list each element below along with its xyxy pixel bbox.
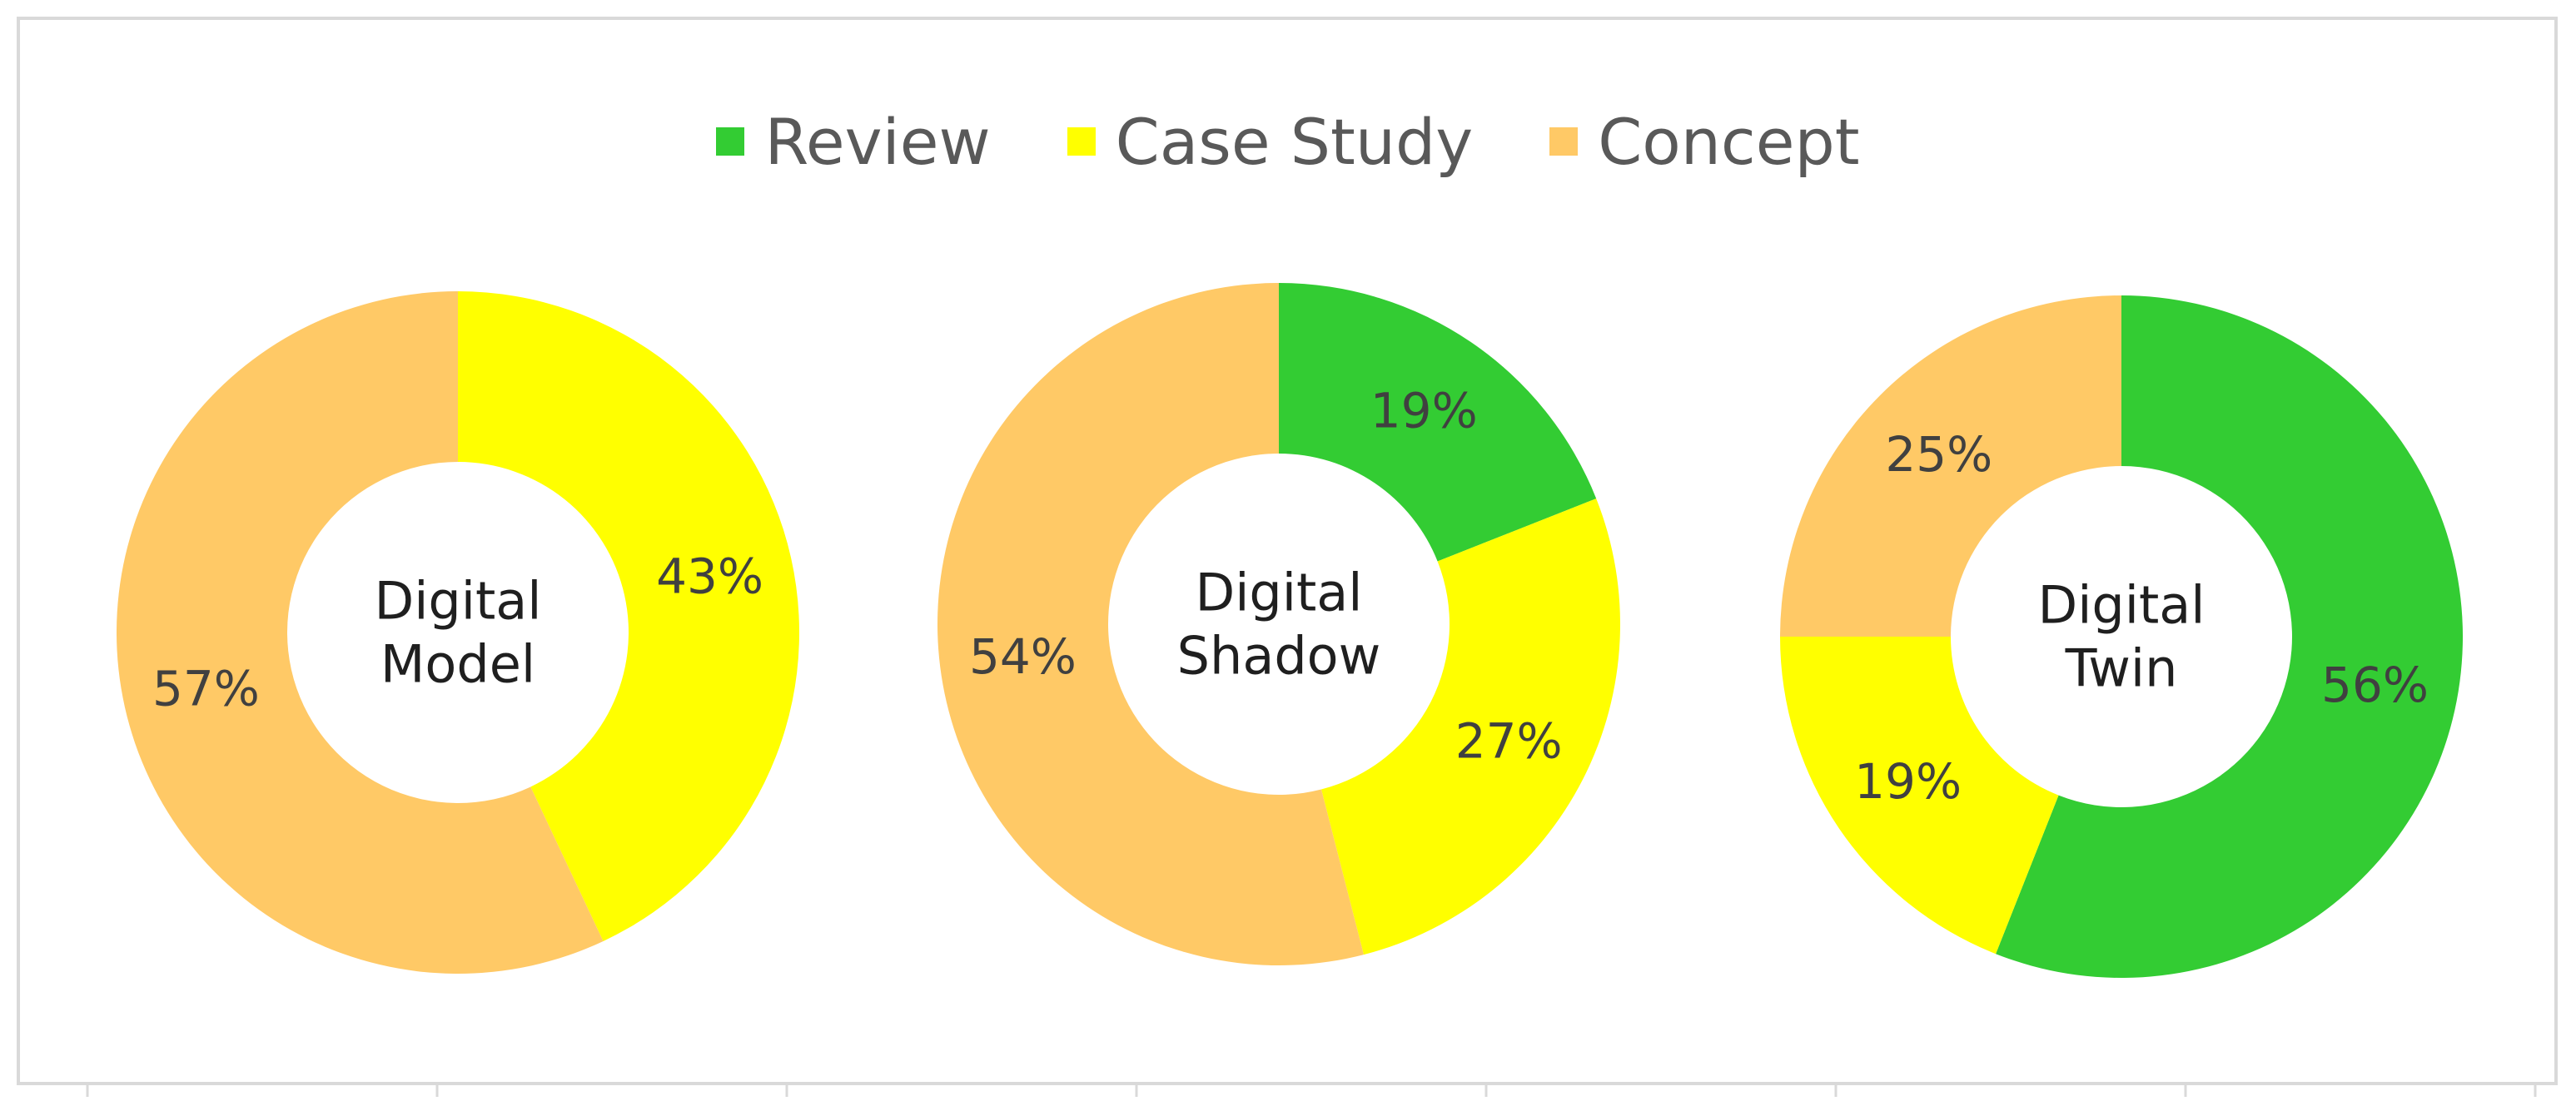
legend-label-concept: Concept [1598, 104, 1860, 179]
data-label-concept: 54% [969, 628, 1077, 685]
data-label-case-study: 43% [656, 548, 763, 604]
data-label-concept: 25% [1885, 426, 1992, 483]
legend-label-case-study: Case Study [1115, 104, 1474, 179]
legend-item-concept: Concept [1549, 104, 1860, 179]
data-label-concept: 57% [152, 661, 260, 717]
data-label-review: 19% [1370, 383, 1478, 439]
legend-swatch-case-study [1067, 127, 1096, 156]
slice-concept [117, 291, 604, 974]
center-title-line: Twin [2065, 638, 2178, 699]
slice-review [1996, 295, 2463, 978]
center-title-line: Digital [2037, 575, 2205, 636]
center-title-line: Shadow [1177, 626, 1381, 687]
data-label-case-study: 19% [1854, 753, 1962, 810]
slice-review [1279, 283, 1597, 562]
legend-label-review: Review [764, 104, 991, 179]
center-title-line: Model [380, 634, 535, 695]
legend-item-case-study: Case Study [1067, 104, 1474, 179]
legend-swatch-review [716, 127, 745, 156]
slice-concept [1780, 295, 2121, 637]
slice-concept [937, 283, 1364, 965]
legend: Review Case Study Concept [0, 100, 2576, 183]
center-title-line: Digital [1195, 563, 1362, 623]
slice-case-study [1780, 637, 2059, 955]
data-label-case-study: 27% [1455, 713, 1563, 770]
center-title-line: Digital [374, 571, 541, 632]
legend-item-review: Review [716, 104, 991, 179]
data-label-review: 56% [2321, 657, 2429, 713]
slice-case-study [458, 291, 800, 941]
slice-case-study [1320, 498, 1620, 955]
legend-swatch-concept [1549, 127, 1579, 156]
